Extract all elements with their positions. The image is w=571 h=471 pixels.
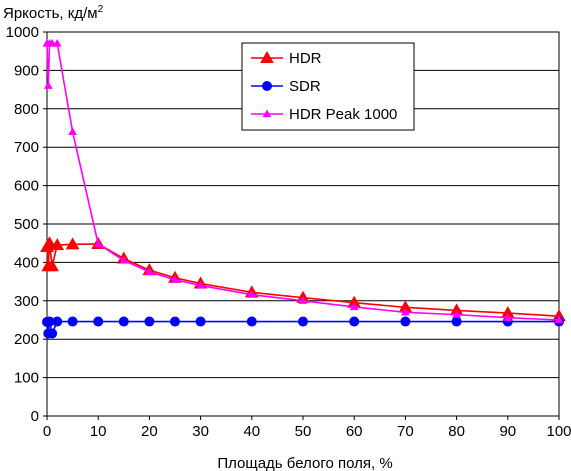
x-tick-label-80: 80 xyxy=(448,423,465,440)
series-1-point-4 xyxy=(52,316,63,327)
y-tick-label-0: 0 xyxy=(31,408,39,425)
series-2-point-4 xyxy=(52,39,62,47)
x-tick-label-30: 30 xyxy=(192,423,209,440)
x-tick-label-10: 10 xyxy=(90,423,107,440)
x-tick-label-100: 100 xyxy=(546,423,571,440)
series-2-point-3 xyxy=(47,39,57,47)
legend-label-1: SDR xyxy=(289,78,321,95)
series-1-point-5 xyxy=(67,316,78,327)
series-1-point-12 xyxy=(298,316,308,327)
series-0-point-2 xyxy=(42,236,57,249)
y-tick-label-500: 500 xyxy=(14,216,39,233)
y-tick-label-100: 100 xyxy=(14,370,39,387)
series-2-point-12 xyxy=(298,296,308,304)
legend-label-0: HDR xyxy=(289,50,322,67)
series-2-point-16 xyxy=(503,313,513,321)
series-1-point-13 xyxy=(349,316,360,327)
series-1-point-11 xyxy=(246,316,257,327)
series-2-point-15 xyxy=(452,310,461,318)
x-tick-label-90: 90 xyxy=(499,423,516,440)
y-tick-label-800: 800 xyxy=(14,101,39,118)
series-2-point-6 xyxy=(93,239,103,248)
series-1-point-10 xyxy=(195,316,206,327)
y-tick-label-300: 300 xyxy=(14,293,39,310)
y-axis-title-superscript: 2 xyxy=(98,4,104,15)
y-tick-label-700: 700 xyxy=(14,139,39,156)
x-tick-label-70: 70 xyxy=(397,423,414,440)
series-1-point-8 xyxy=(144,316,155,327)
series-0-point-3 xyxy=(45,259,59,272)
series-2-point-8 xyxy=(145,267,154,276)
series-1-point-14 xyxy=(400,316,411,327)
series-1-point-6 xyxy=(93,316,104,327)
series-1-point-15 xyxy=(451,316,462,327)
series-2-point-7 xyxy=(119,255,129,264)
x-tick-label-40: 40 xyxy=(243,423,260,440)
y-tick-label-400: 400 xyxy=(14,254,39,271)
series-1-point-3 xyxy=(47,328,58,339)
y-tick-label-1000: 1000 xyxy=(6,24,39,41)
series-0-point-4 xyxy=(50,238,65,251)
x-tick-label-0: 0 xyxy=(43,423,51,440)
legend-label-2: HDR Peak 1000 xyxy=(289,106,397,123)
series-2-point-9 xyxy=(170,275,180,283)
series-2-point-10 xyxy=(196,280,205,289)
series-2-point-11 xyxy=(247,290,257,298)
y-axis-title: Яркость, кд/м2 xyxy=(3,4,104,22)
y-tick-label-200: 200 xyxy=(14,331,39,348)
y-tick-label-900: 900 xyxy=(14,62,39,79)
series-1-point-9 xyxy=(170,316,180,327)
series-2-point-14 xyxy=(401,307,410,316)
x-tick-label-50: 50 xyxy=(295,423,312,440)
x-axis-title: Площадь белого поля, % xyxy=(217,455,392,471)
x-tick-label-20: 20 xyxy=(141,423,158,440)
series-0-point-5 xyxy=(65,237,80,250)
y-tick-label-600: 600 xyxy=(14,178,39,195)
legend-marker-1 xyxy=(262,81,272,91)
series-2-point-13 xyxy=(349,302,359,311)
series-2 xyxy=(42,39,564,324)
legend-marker-0 xyxy=(260,50,274,63)
series-2-point-17 xyxy=(554,315,564,324)
series-2-point-5 xyxy=(68,127,77,135)
x-tick-label-60: 60 xyxy=(346,423,363,440)
series-2-point-1 xyxy=(43,81,53,89)
legend-marker-2 xyxy=(262,109,272,118)
series-1-point-7 xyxy=(118,316,129,327)
